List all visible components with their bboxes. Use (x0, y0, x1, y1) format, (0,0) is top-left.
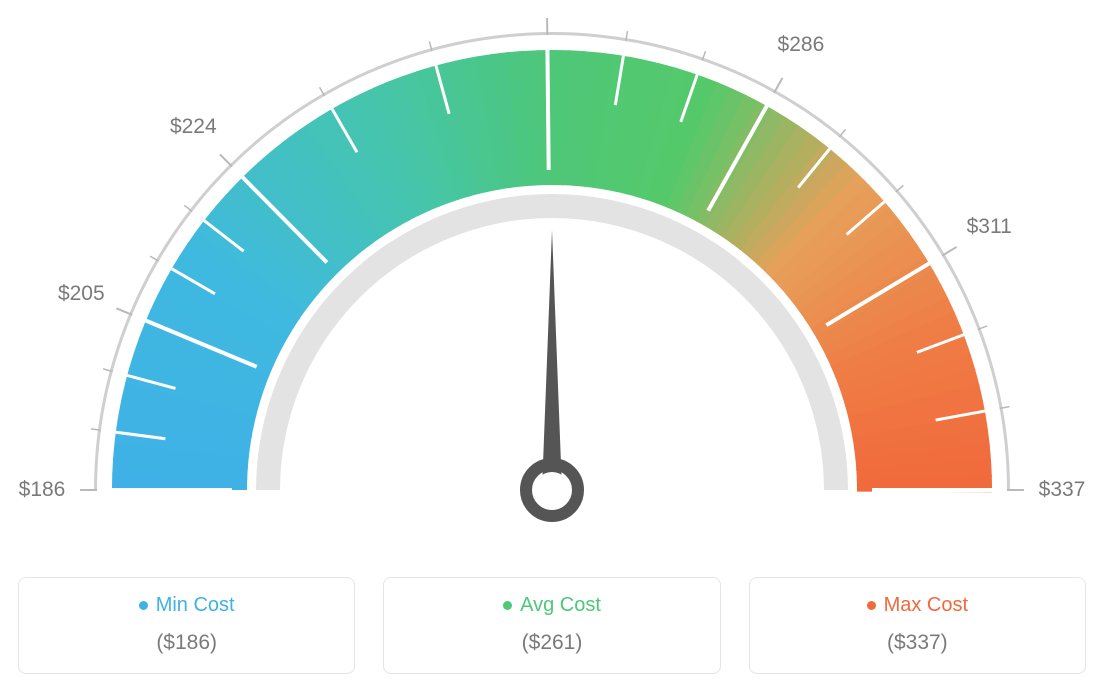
gauge-tick-label: $286 (778, 33, 825, 57)
gauge-tick-label: $224 (170, 115, 217, 139)
gauge-tick-label: $186 (19, 478, 66, 502)
gauge-tick-label: $311 (967, 215, 1012, 239)
gauge-tick-label: $205 (58, 282, 105, 306)
legend-card-max: Max Cost ($337) (749, 577, 1086, 674)
legend-title-text: Min Cost (156, 594, 235, 617)
gauge-tick-label: $337 (1039, 478, 1086, 502)
gauge-chart: $186$205$224$261$286$311$337 (0, 0, 1104, 560)
legend-title: Max Cost (867, 594, 968, 617)
legend-value: ($261) (394, 631, 709, 655)
legend-dot-icon (503, 601, 512, 610)
legend-value: ($186) (29, 631, 344, 655)
legend-card-min: Min Cost ($186) (18, 577, 355, 674)
legend-value: ($337) (760, 631, 1075, 655)
legend-title-text: Max Cost (884, 594, 968, 617)
legend-card-avg: Avg Cost ($261) (383, 577, 720, 674)
legend-title-text: Avg Cost (520, 594, 601, 617)
gauge-svg (0, 0, 1104, 560)
legend-dot-icon (867, 601, 876, 610)
legend-dot-icon (139, 601, 148, 610)
legend-title: Avg Cost (503, 594, 601, 617)
legend-row: Min Cost ($186) Avg Cost ($261) Max Cost ($33… (18, 577, 1086, 674)
legend-title: Min Cost (139, 594, 235, 617)
